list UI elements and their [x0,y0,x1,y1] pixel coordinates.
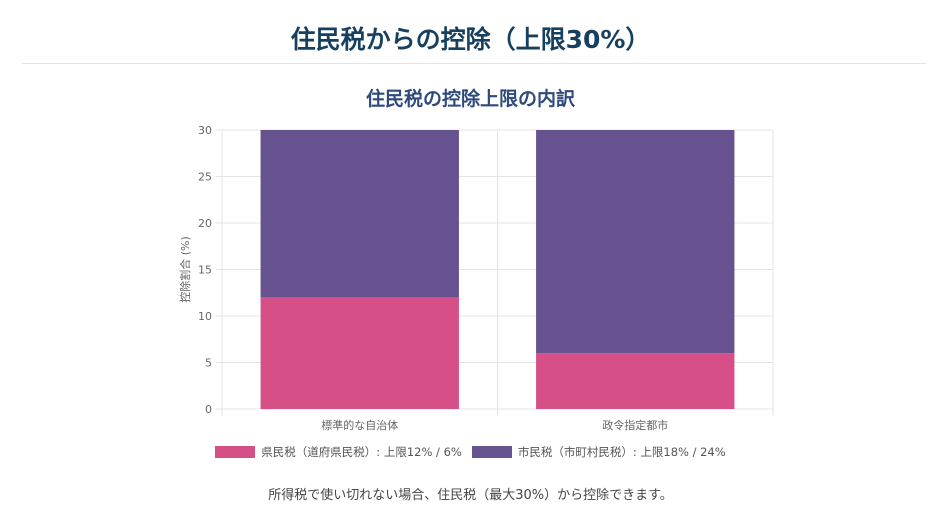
chart-title: 住民税の控除上限の内訳 [365,88,575,110]
y-tick-label: 20 [198,217,212,230]
x-tick-label: 標準的な自治体 [321,418,398,432]
title-divider [22,63,926,64]
bar-municipal-1 [536,130,735,354]
y-tick-label: 15 [198,264,212,277]
y-tick-label: 0 [205,403,212,416]
bar-prefecture-0 [260,297,459,409]
bar-municipal-0 [260,130,459,298]
legend-label-municipal: 市民税（市町村民税）: 上限18% / 24% [517,445,726,459]
y-tick-label: 5 [205,357,212,370]
legend-label-prefecture: 県民税（道府県民税）: 上限12% / 6% [261,445,462,459]
footnote: 所得税で使い切れない場合、住民税（最大30%）から控除できます。 [268,488,673,503]
legend-swatch-prefecture [215,446,256,458]
page-title: 住民税からの控除（上限30%） [290,25,651,54]
y-tick-label: 10 [198,310,212,323]
chart-legend: 県民税（道府県民税）: 上限12% / 6% 市民税（市町村民税）: 上限18%… [0,444,941,460]
legend-item-municipal[interactable]: 市民税（市町村民税）: 上限18% / 24% [471,444,726,460]
y-tick-label: 25 [198,171,212,184]
legend-item-prefecture[interactable]: 県民税（道府県民税）: 上限12% / 6% [215,444,462,460]
y-tick-label: 30 [198,124,212,137]
bar-prefecture-1 [536,353,735,409]
stacked-bar-chart: 0 5 10 15 20 25 30 控除割合 (%) 標準的な自治体 政令指定都市 [178,124,774,432]
x-tick-label: 政令指定都市 [602,418,668,432]
y-axis-title: 控除割合 (%) [178,236,192,303]
legend-swatch-municipal [471,446,512,458]
